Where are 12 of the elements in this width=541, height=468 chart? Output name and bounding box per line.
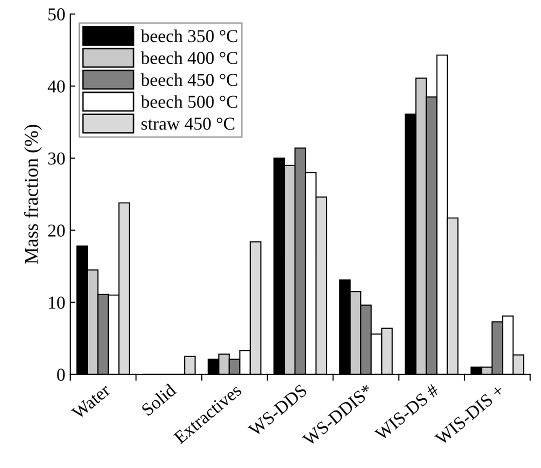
y-tick-label: 10 bbox=[49, 296, 65, 309]
y-tick-label: 20 bbox=[48, 224, 65, 237]
y-tick-label: 30 bbox=[48, 152, 65, 165]
legend-label: beech 500 °C bbox=[140, 95, 238, 108]
legend-label: beech 450 °C bbox=[140, 73, 238, 86]
legend-label: straw 450 °C bbox=[141, 118, 234, 130]
y-tick-label: 40 bbox=[48, 80, 65, 93]
legend-label: beech 350 °C bbox=[140, 29, 238, 42]
legend-label: beech 400 °C bbox=[140, 51, 238, 64]
y-axis-title: Mass fraction (%) bbox=[24, 124, 42, 264]
y-tick-label: 50 bbox=[48, 8, 65, 20]
y-tick-label: 0 bbox=[57, 368, 65, 381]
